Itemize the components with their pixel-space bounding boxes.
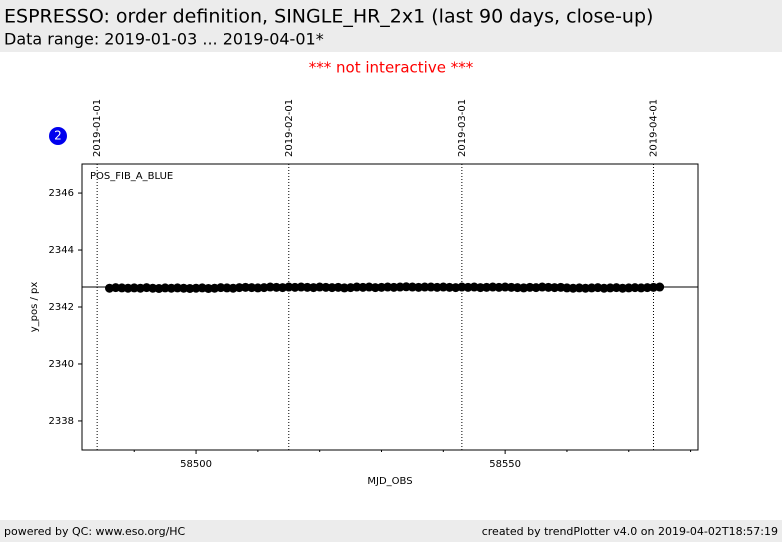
title: ESPRESSO: order definition, SINGLE_HR_2x… xyxy=(4,6,653,28)
badge-circle xyxy=(49,127,67,145)
y-axis-label: y_pos / px xyxy=(29,282,40,333)
series-label: POS_FIB_A_BLUE xyxy=(90,171,173,182)
header-band xyxy=(0,0,782,52)
y-tick-label: 2344 xyxy=(49,245,74,256)
date-label: 2019-03-01 xyxy=(457,99,468,157)
x-tick-label: 58550 xyxy=(489,459,521,470)
footer-left: powered by QC: www.eso.org/HC xyxy=(4,525,186,538)
data-point xyxy=(655,282,665,292)
y-tick-label: 2346 xyxy=(49,188,74,199)
date-label: 2019-04-01 xyxy=(648,99,659,157)
badge: 2 xyxy=(54,129,62,143)
footer-band xyxy=(0,520,782,542)
y-tick-label: 2342 xyxy=(49,302,74,313)
y-tick-label: 2338 xyxy=(49,416,74,427)
footer-right: created by trendPlotter v4.0 on 2019-04-… xyxy=(482,525,778,538)
x-axis-label: MJD_OBS xyxy=(367,476,412,487)
date-label: 2019-02-01 xyxy=(284,99,295,157)
y-tick-label: 2340 xyxy=(49,359,74,370)
plot: 2338 2340 2342 2344 2346 58500 58550 MJD_OBS y_p… xyxy=(29,99,699,487)
x-tick-label: 58500 xyxy=(180,459,212,470)
notice: *** not interactive *** xyxy=(309,59,474,77)
subtitle: Data range: 2019-01-03 ... 2019-04-01* xyxy=(4,30,324,49)
data-point xyxy=(420,282,430,292)
date-label: 2019-01-01 xyxy=(92,99,103,157)
plot-frame xyxy=(81,163,699,451)
